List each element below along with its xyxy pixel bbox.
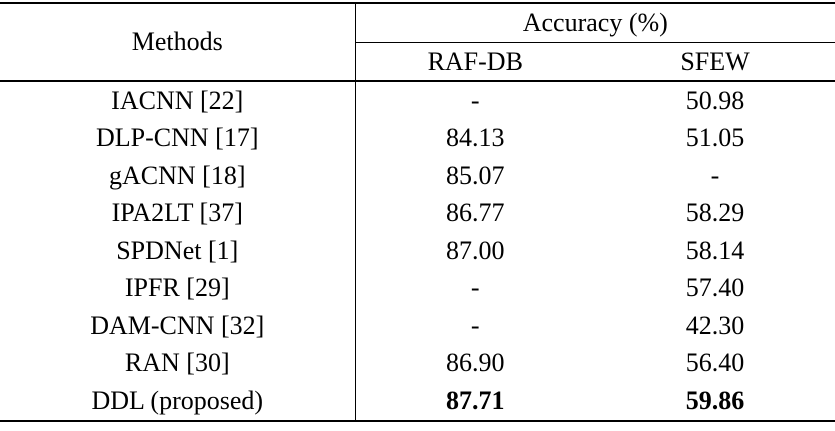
rafdb-value-cell: 84.13 xyxy=(446,123,505,153)
table-header: Methods Accuracy (%) RAF-DB SFEW xyxy=(0,3,835,81)
method-cell: DAM-CNN [32] xyxy=(0,307,356,345)
method-cell: gACNN [18] xyxy=(0,157,356,195)
table-body: IACNN [22] - 50.98 DLP-CNN [17] 84.13 51… xyxy=(0,81,835,421)
method-cell: DLP-CNN [17] xyxy=(0,119,356,157)
results-table: Methods Accuracy (%) RAF-DB SFEW IACNN [… xyxy=(0,2,835,422)
sfew-value-cell: 59.86 xyxy=(685,385,745,415)
rafdb-value-cell: 86.90 xyxy=(446,348,505,378)
header-sub-row: RAF-DB SFEW xyxy=(0,43,835,82)
rafdb-column-header: RAF-DB xyxy=(427,46,523,76)
table-row: IPA2LT [37] 86.77 58.29 xyxy=(0,194,835,232)
rafdb-value-cell: - xyxy=(470,273,480,303)
method-cell: IPA2LT [37] xyxy=(0,194,356,232)
sfew-column-header: SFEW xyxy=(680,46,750,76)
sfew-value-cell: 50.98 xyxy=(685,85,745,115)
method-cell: RAN [30] xyxy=(0,344,356,382)
rafdb-value-cell: 87.00 xyxy=(446,235,505,265)
table-row: IPFR [29] - 57.40 xyxy=(0,269,835,307)
methods-column-header: Methods xyxy=(0,3,356,81)
table-row: DAM-CNN [32] - 42.30 xyxy=(0,307,835,345)
sfew-value-cell: 58.14 xyxy=(685,235,745,265)
sfew-value-cell: 58.29 xyxy=(685,198,745,228)
table-row: DLP-CNN [17] 84.13 51.05 xyxy=(0,119,835,157)
method-cell: DDL (proposed) xyxy=(0,382,356,421)
method-cell: IACNN [22] xyxy=(0,81,356,120)
sfew-value-cell: 56.40 xyxy=(685,348,745,378)
sfew-value-cell: 57.40 xyxy=(685,273,745,303)
rafdb-value-cell: 85.07 xyxy=(446,160,505,190)
rafdb-value-cell: - xyxy=(470,85,480,115)
table-row: RAN [30] 86.90 56.40 xyxy=(0,344,835,382)
table-row: IACNN [22] - 50.98 xyxy=(0,81,835,120)
sfew-value-cell: 51.05 xyxy=(685,123,745,153)
rafdb-value-cell: 86.77 xyxy=(446,198,505,228)
accuracy-group-header: Accuracy (%) xyxy=(355,3,835,43)
header-group-row: Methods Accuracy (%) xyxy=(0,3,835,81)
table-row: gACNN [18] 85.07 - xyxy=(0,157,835,195)
table-row: SPDNet [1] 87.00 58.14 xyxy=(0,232,835,270)
method-cell: IPFR [29] xyxy=(0,269,356,307)
table-row-proposed: DDL (proposed) 87.71 59.86 xyxy=(0,382,835,421)
rafdb-value-cell: - xyxy=(470,310,480,340)
sfew-value-cell: 42.30 xyxy=(685,310,745,340)
rafdb-value-cell: 87.71 xyxy=(446,385,505,415)
method-cell: SPDNet [1] xyxy=(0,232,356,270)
sfew-value-cell: - xyxy=(710,160,720,190)
